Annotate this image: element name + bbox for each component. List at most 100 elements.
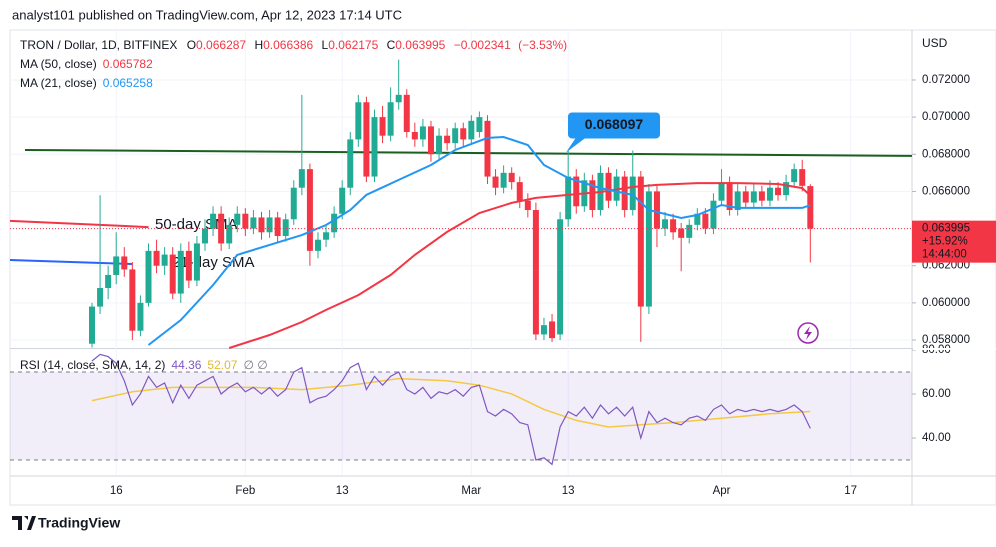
candle-body <box>427 126 434 155</box>
candle-body <box>766 187 773 201</box>
candle-body <box>113 256 120 276</box>
candle-body <box>242 213 249 229</box>
trend-line <box>9 259 133 265</box>
x-tick-label: Mar <box>461 485 481 497</box>
y-tick-label: 0.068000 <box>922 148 970 160</box>
candle-body <box>662 219 669 229</box>
candle-body <box>193 243 200 281</box>
candle-body <box>750 191 757 203</box>
candle-body <box>274 217 281 236</box>
ohlc-label: C <box>387 38 396 52</box>
candle-body <box>218 213 225 244</box>
candle-body <box>258 217 265 233</box>
ma21-legend: MA (21, close) 0.065258 <box>20 76 153 90</box>
candle-body <box>355 102 362 140</box>
candle-body <box>121 256 128 270</box>
change: −0.002341 <box>454 38 511 52</box>
rsi-na: ∅ ∅ <box>243 358 267 372</box>
candle-body <box>589 180 596 210</box>
price-tag <box>912 220 996 263</box>
candle-body <box>169 254 176 294</box>
ohlc-label: H <box>254 38 263 52</box>
symbol: TRON / Dollar, 1D, BITFINEX <box>20 38 177 52</box>
symbol-legend: TRON / Dollar, 1D, BITFINEX O0.066287 H0… <box>20 38 567 52</box>
candle-body <box>516 182 523 201</box>
candle-body <box>266 217 273 233</box>
candle-body <box>210 213 217 229</box>
candle-body <box>710 200 717 229</box>
ohlc-value: 0.066386 <box>263 38 313 52</box>
candle-body <box>694 213 701 225</box>
moving-average <box>147 135 811 346</box>
candle-body <box>387 102 394 136</box>
rsi-name: RSI (14, close, SMA, 14, 2) <box>20 358 165 372</box>
x-tick-label: 13 <box>562 485 575 497</box>
candle-body <box>306 169 313 251</box>
candle-body <box>532 209 539 335</box>
candle-body <box>758 191 765 201</box>
legend: TRON / Dollar, 1D, BITFINEX O0.066287 H0… <box>20 38 567 372</box>
candle-body <box>734 191 741 210</box>
candle-body <box>323 232 330 240</box>
candle-body <box>403 94 410 132</box>
footer-logo: TradingView <box>12 515 120 531</box>
candle-body <box>161 254 168 266</box>
candle-body <box>137 302 144 331</box>
candle-body <box>686 224 693 238</box>
candle-body <box>153 250 160 266</box>
candle-body <box>97 288 104 307</box>
candle-body <box>775 187 782 196</box>
y-tick-label: 0.070000 <box>922 111 970 123</box>
ohlc-value: 0.062175 <box>328 38 378 52</box>
candle-body <box>540 325 547 335</box>
rsi-line <box>91 353 811 466</box>
candle-body <box>347 139 354 188</box>
y-tick-label: 0.072000 <box>922 74 970 86</box>
price-tag-value: 0.063995 <box>922 223 970 235</box>
callout-pointer <box>566 134 590 153</box>
candle-body <box>807 186 814 229</box>
candle-body <box>250 217 257 229</box>
candle-body <box>637 176 644 307</box>
candle-body <box>201 228 208 244</box>
candle-body <box>508 172 515 183</box>
x-tick-label: 16 <box>110 485 123 497</box>
currency-label: USD <box>922 36 948 50</box>
candle-body <box>726 182 733 210</box>
candle-body <box>476 117 483 132</box>
ohlc-value: 0.066287 <box>196 38 246 52</box>
ma-value: 0.065782 <box>103 57 153 71</box>
rsi-band <box>10 372 912 461</box>
candle-body <box>702 213 709 229</box>
mask <box>913 348 996 350</box>
x-tick-label: Apr <box>713 485 731 497</box>
candle-body <box>799 169 806 186</box>
candle-body <box>290 187 297 220</box>
candle-body <box>314 239 321 251</box>
candle-body <box>444 135 451 144</box>
candle-body <box>742 191 749 203</box>
candle-body <box>363 102 370 177</box>
ma-value: 0.065258 <box>103 76 153 90</box>
candle-body <box>331 213 338 233</box>
y-tick-label: 0.058000 <box>922 334 970 346</box>
callout-text: 0.068097 <box>585 116 644 132</box>
candle-body <box>177 250 184 294</box>
x-tick-label: 17 <box>844 485 857 497</box>
candle-body <box>452 128 459 144</box>
candle-body <box>129 269 136 331</box>
candle-body <box>226 224 233 244</box>
candle-body <box>339 187 346 214</box>
candle-body <box>89 306 95 344</box>
trend-line <box>9 219 149 229</box>
candle-body <box>419 126 426 140</box>
candle-body <box>605 172 612 201</box>
ma-name: MA (21, close) <box>20 76 97 90</box>
x-tick-label: 13 <box>336 485 349 497</box>
candle-body <box>484 120 491 177</box>
ohlc-label: O <box>187 38 196 52</box>
y-tick-label: 0.066000 <box>922 185 970 197</box>
ohlc-label: L <box>322 38 329 52</box>
